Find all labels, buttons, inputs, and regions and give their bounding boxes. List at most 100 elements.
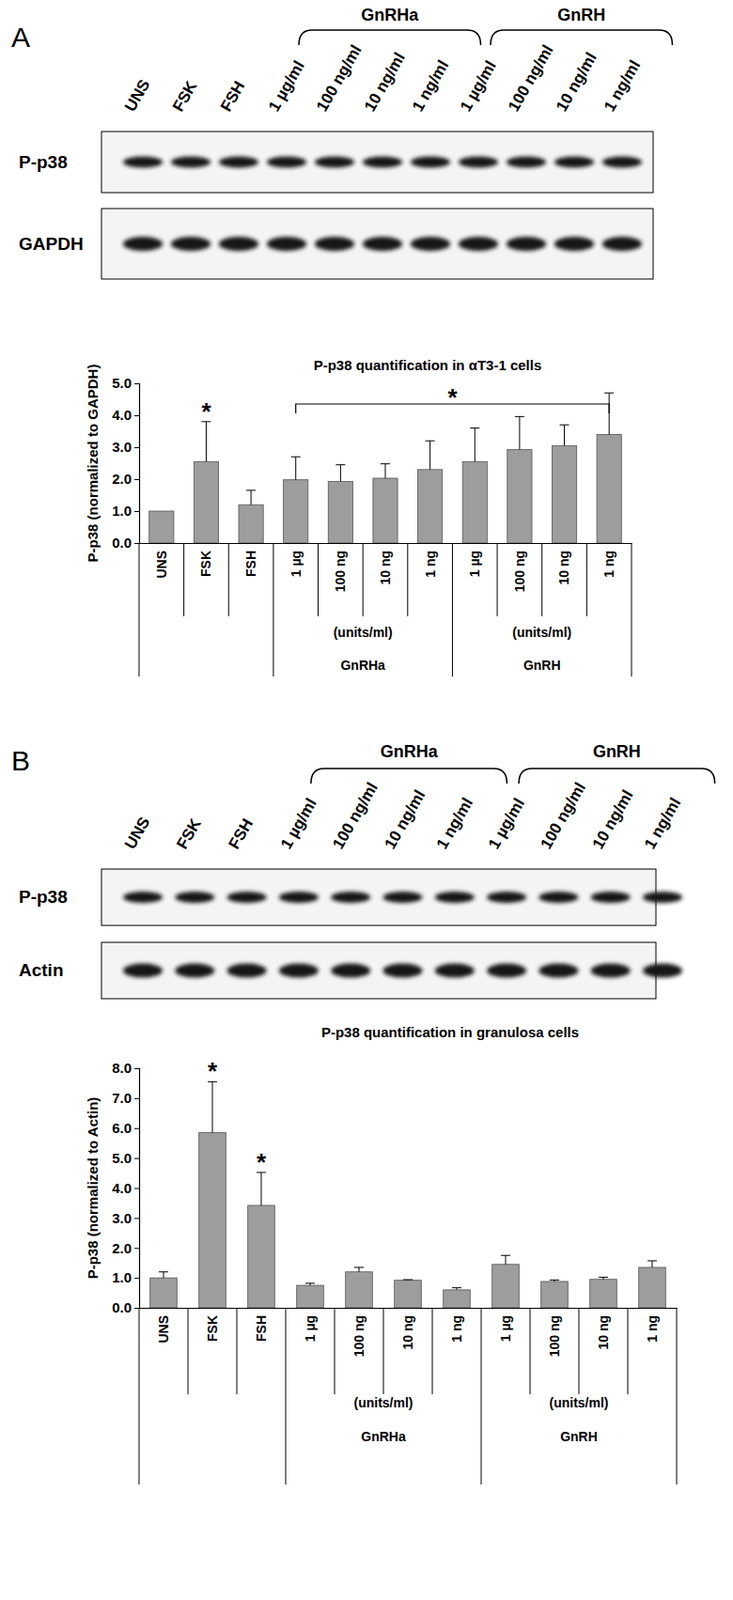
lane-label: 1 ng/ml: [433, 795, 477, 853]
y-tick: 1.0: [111, 502, 140, 519]
error-bar: [647, 1261, 657, 1268]
x-tick-label: 1 µg: [467, 550, 483, 578]
y-tick: 7.0: [111, 1090, 140, 1107]
bar: [327, 481, 353, 544]
bar: [248, 1205, 276, 1309]
x-tick: FSH: [253, 1308, 269, 1342]
error-bar: [305, 1283, 315, 1286]
x-tick: 1 µg: [288, 543, 304, 578]
band: [458, 156, 499, 169]
band: [602, 236, 642, 251]
error-stem: [212, 1081, 214, 1133]
y-tick-label: 7.0: [111, 1090, 132, 1107]
y-tick-mark: [134, 1068, 140, 1070]
y-tick-mark: [134, 543, 140, 545]
group-label: GnRHa: [360, 1429, 406, 1445]
lane-label: 100 ng/ml: [504, 42, 558, 115]
error-stem: [295, 456, 297, 480]
y-tick-label: 2.0: [111, 470, 132, 487]
y-tick: 2.0: [111, 1240, 140, 1257]
error-stem: [474, 428, 476, 463]
group-label: GnRH: [560, 1429, 598, 1445]
bar: [373, 478, 398, 544]
lane-label: 1 µg/ml: [484, 795, 529, 853]
lane-label: 100 ng/ml: [536, 779, 590, 853]
lane-label: FSH: [217, 77, 249, 115]
lane-label: 1 ng/ml: [408, 57, 453, 115]
x-tick-label: 100 ng: [351, 1315, 367, 1357]
band: [591, 964, 631, 979]
x-axis: UNSFSKFSH1 µg100 ng10 ng1 ng1 µg100 ng10…: [140, 1308, 678, 1357]
error-cap: [452, 1287, 462, 1289]
error-bar: [246, 490, 256, 505]
bar: [541, 1281, 569, 1309]
figure: AUNSFSKFSH1 µg/ml100 ng/ml10 ng/ml1 ng/m…: [0, 0, 733, 1600]
error-bar: [549, 1279, 560, 1282]
bar: [492, 1264, 520, 1309]
band: [486, 891, 527, 904]
chart: P-p38 quantification in granulosa cellsP…: [84, 1024, 678, 1485]
band: [435, 964, 475, 979]
table-separator: [228, 543, 230, 617]
error-stem: [261, 1172, 263, 1206]
band: [174, 891, 215, 904]
y-tick: 0.0: [111, 534, 140, 551]
band: [227, 891, 267, 904]
table-separator: [236, 1308, 238, 1395]
y-axis: 0.01.02.03.04.05.0: [111, 374, 140, 551]
y-tick-mark: [134, 415, 140, 417]
table-separator: [586, 543, 588, 617]
error-stem: [340, 465, 342, 483]
error-cap: [514, 416, 525, 418]
x-tick: 10 ng: [595, 1308, 611, 1351]
error-stem: [205, 421, 207, 463]
panel-letter: B: [11, 745, 31, 777]
y-tick: 4.0: [111, 1180, 140, 1197]
x-tick-label: UNS: [155, 1315, 172, 1344]
error-cap: [500, 1255, 511, 1257]
bar: [149, 511, 174, 544]
x-tick-label: 1 ng: [422, 550, 438, 578]
blot-panel: AUNSFSKFSH1 µg/ml100 ng/ml10 ng/ml1 ng/m…: [11, 5, 673, 280]
chart: P-p38 quantification in αT3-1 cellsP-p38…: [84, 357, 633, 677]
group-bracket: [298, 30, 482, 46]
blot-frame: [101, 942, 656, 999]
error-bar: [598, 1277, 609, 1279]
band: [435, 891, 475, 904]
error-cap: [380, 463, 390, 465]
table-separator: [285, 1308, 287, 1485]
y-tick-mark: [134, 383, 140, 385]
band: [506, 156, 546, 169]
table-separator: [187, 1308, 189, 1395]
significance: *: [201, 397, 212, 426]
band: [123, 236, 163, 251]
x-tick: 1 µg: [467, 543, 483, 578]
band: [538, 964, 578, 979]
group-unit: (units/ml): [549, 1395, 609, 1411]
y-tick-mark: [134, 1098, 140, 1100]
bar: [238, 504, 264, 544]
y-tick: 5.0: [111, 374, 140, 391]
y-tick-label: 0.0: [111, 534, 132, 551]
significance: *: [207, 1057, 219, 1086]
error-bar: [256, 1172, 266, 1206]
band: [554, 236, 594, 251]
error-stem: [563, 424, 565, 446]
x-tick: 1 ng: [422, 543, 438, 578]
blot-frame: [101, 869, 656, 926]
x-axis-line: [140, 1308, 678, 1310]
error-bar: [500, 1255, 511, 1265]
error-stem: [358, 1267, 360, 1273]
y-tick-label: 5.0: [111, 1150, 132, 1167]
band: [314, 156, 355, 169]
error-cap: [647, 1260, 657, 1262]
y-tick-mark: [134, 1308, 140, 1310]
error-bar: [469, 428, 480, 463]
bar: [443, 1290, 471, 1309]
table-separator: [481, 1308, 483, 1485]
chart-title: P-p38 quantification in granulosa cells: [321, 1024, 579, 1041]
table-separator: [432, 1308, 434, 1395]
band: [279, 891, 319, 904]
band: [266, 156, 307, 169]
bar: [596, 434, 622, 544]
